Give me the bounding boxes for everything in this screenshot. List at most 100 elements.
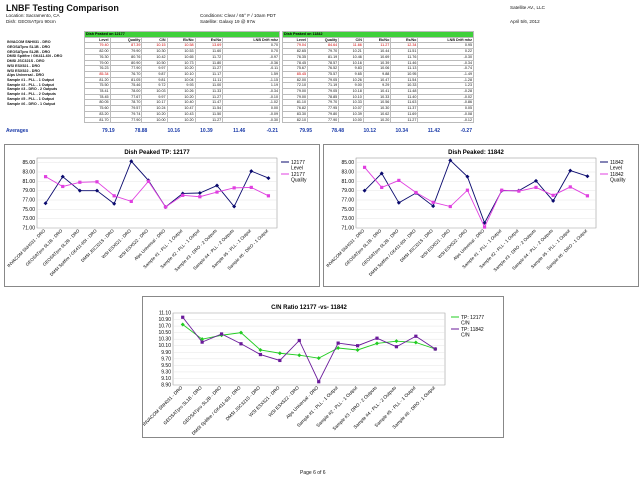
document-title: LNBF Testing Comparison [6,3,119,13]
table-row: 72.10 71.19 9.00 9.29 10.33 1.23 [281,82,474,90]
table-row: 82.00 79.90 10.30 10.53 11.60 0.70 [84,48,280,55]
data-point [448,204,452,209]
data-point [215,190,219,194]
series-line [182,324,436,359]
legend-label: 11842 [610,160,624,166]
data-point [198,195,202,199]
data-point [249,185,253,189]
location-text: Location: Sacramento, CA [6,13,60,18]
table-cell: 10.00 [338,116,364,124]
label-row: WSI ESX521 - DRO [6,64,82,69]
data-point [297,338,301,343]
data-point [95,180,99,184]
label-row: GEOSATpro SL1B - DRO [6,45,82,50]
data-point [568,185,572,189]
data-point [375,336,379,340]
table-cell: 10.00 [141,116,168,124]
legend-label: C/N [461,321,470,327]
data-point [551,193,555,197]
data-point [414,334,418,338]
data-point [61,184,65,189]
average-value: 11.42 [427,128,440,134]
legend-label: Level [610,166,622,172]
y-tick-label: 10.90 [158,317,171,323]
data-point [278,358,282,363]
row-label: Sample #4 - PLL - 2 Outputs [7,92,56,97]
y-tick-label: 9.30 [161,369,171,375]
y-tick-label: 77.00 [22,198,35,204]
y-tick-label: 9.70 [161,356,171,362]
legend-label: 12177 [291,160,305,166]
row-label: WSI ESX521 - DRO [7,63,40,68]
data-point [200,340,204,344]
label-row: Sample #1 - PLL - 1 Output [6,78,82,83]
chart-peaked-11842-svg: Dish Peaked: 11842 71.00 73.00 75.00 77.00 79… [325,150,626,277]
data-point [568,168,573,173]
table-row: 82.65 79.70 10.21 10.44 11.51 0.22 [281,48,474,55]
data-point [397,178,401,182]
y-tick-label: 10.50 [158,330,171,336]
label-row: Sample #3 - DRO - 2 Outputs [6,87,82,92]
row-label: Sample #2 - PLL - 1 Output [7,82,54,87]
average-value: -0.21 [266,128,278,134]
data-point [362,165,367,169]
chart-cn-ratio-svg: C/N Ratio 12177 -vs- 118428.909.109.309.… [142,305,485,436]
data-point [258,347,263,352]
data-point [60,174,65,179]
data-point [500,188,504,192]
data-point [394,345,399,349]
data-point [585,194,590,198]
table-cell: 10.53 [166,48,196,55]
y-tick-label: 9.50 [161,363,171,369]
table-cell: 10.15 [141,42,168,50]
table-row: 82.10 77.90 10.00 10.20 11.27 -0.12 [281,116,474,124]
table-peaked-12177: Dish Peaked on 12177 Level Quality C/N Eb/No… [84,31,280,124]
table-cell: 10.42 [141,53,168,61]
legend-label: Quality [291,178,307,184]
data-point [380,185,384,189]
legend-label: 12177 [291,172,305,178]
data-point [433,347,437,351]
data-point [355,347,360,352]
table-cell: 10.69 [362,53,392,61]
data-point [249,169,254,174]
averages-12177: 79.19 78.88 10.16 10.39 11.46 -0.21 [84,128,280,135]
average-value: 78.88 [134,128,148,134]
table-row: 79.40 87.39 10.15 10.58 13.69 0.70 [84,42,280,50]
x-tick-label: WSI ESX521 - DRO [420,228,452,260]
data-point [465,174,470,179]
table-cell: 10.65 [166,53,196,61]
data-point [277,351,282,356]
table-row: 81.70 77.90 10.00 10.20 11.27 -0.30 [84,116,280,124]
data-point [375,341,379,346]
averages-11842: 79.95 78.48 10.12 10.34 11.42 -0.27 [282,128,474,135]
column-header: Eb/No [166,36,196,44]
average-value: 10.39 [200,128,213,134]
data-point [362,188,367,193]
row-label: INVACOM SNH031 - DRO [7,40,51,45]
series-line [364,167,588,229]
label-row: Sample #6 - DRO - 1 Output [6,102,82,107]
column-header: C/N [141,36,168,44]
y-tick-label: 71.00 [341,226,354,232]
row-label: WSI ESX522 - DRO [7,68,40,73]
column-header: Eb/No [362,36,392,44]
y-tick-label: 10.70 [158,324,171,330]
column-header: Es/No [390,36,419,44]
y-tick-label: 79.00 [341,188,354,194]
table-row: 76.35 81.19 10.46 10.69 11.76 -0.30 [281,53,474,61]
chart-title: Dish Peaked TP: 12177 [124,150,190,156]
data-point [534,185,538,189]
table-cell: 81.19 [307,53,340,61]
label-row: Sample #2 - PLL - 1 Output [6,83,82,88]
data-point [448,158,453,163]
chart-peaked-12177-svg: Dish Peaked TP: 12177 71.00 73.00 75.00 77.0… [6,150,307,277]
data-point [180,191,185,196]
chart-cn-ratio: C/N Ratio 12177 -vs- 11842 8.90 9.10 9.30 9.… [142,296,504,438]
legend-label: 11842 [610,172,624,178]
table-cell: 10.58 [166,42,196,50]
table-cell: 10.44 [362,48,392,55]
row-label: DMSI Spitfire / GK411-60I - DRO [7,54,63,59]
data-point [413,340,418,345]
data-point [197,191,202,195]
